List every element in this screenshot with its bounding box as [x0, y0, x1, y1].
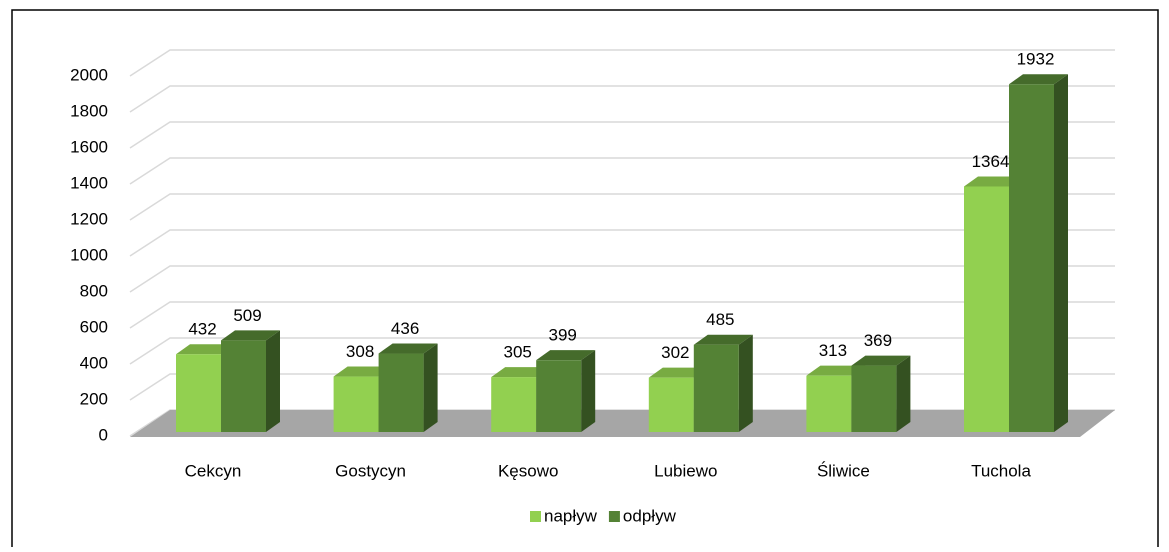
- bar-front: [176, 354, 221, 432]
- y-tick-label: 400: [80, 353, 108, 372]
- value-label: 1364: [972, 152, 1010, 171]
- bar: [536, 350, 596, 432]
- grid-line: [129, 157, 1115, 185]
- y-tick-label: 600: [80, 317, 108, 336]
- bar-top: [1009, 74, 1068, 85]
- bar-front: [1009, 84, 1054, 433]
- value-label: 305: [504, 343, 532, 362]
- bar-front: [806, 375, 852, 432]
- bar: [851, 355, 911, 432]
- x-tick-label: Śliwice: [817, 461, 870, 480]
- bar-side: [896, 355, 911, 432]
- bar-top: [964, 176, 1023, 187]
- grid-line: [129, 373, 1115, 401]
- bar-top: [333, 366, 393, 377]
- value-label: 369: [864, 331, 892, 350]
- bar: [693, 334, 753, 432]
- bar: [1009, 74, 1068, 433]
- value-label: 432: [188, 320, 216, 339]
- value-label: 313: [819, 341, 847, 360]
- value-label: 308: [346, 342, 374, 361]
- legend-swatch: [608, 511, 620, 522]
- bar-front: [333, 376, 379, 432]
- bar-top: [176, 344, 235, 355]
- bar-top: [693, 334, 753, 345]
- bar-front: [536, 360, 582, 432]
- y-tick-label: 1200: [70, 209, 108, 228]
- value-label: 485: [706, 310, 734, 329]
- bar-top: [536, 350, 596, 361]
- legend-label: napływ: [544, 506, 598, 525]
- value-label: 509: [233, 306, 261, 325]
- bar-front: [693, 344, 739, 432]
- bar: [221, 330, 280, 432]
- bar-top: [491, 367, 551, 378]
- grid-line: [129, 265, 1115, 293]
- bar-top: [806, 365, 866, 376]
- x-tick-label: Lubiewo: [654, 461, 717, 480]
- bar-front: [491, 377, 537, 432]
- legend-label: odpływ: [623, 506, 677, 525]
- bar-side: [1054, 74, 1068, 433]
- bar-side: [423, 343, 438, 432]
- grid-line: [129, 229, 1115, 257]
- bar-top: [378, 343, 438, 354]
- bar-top: [851, 355, 911, 366]
- y-tick-label: 800: [80, 281, 108, 300]
- bar-front: [378, 353, 424, 432]
- grid-line: [129, 121, 1115, 149]
- bar-front: [221, 340, 266, 432]
- x-tick-label: Cekcyn: [185, 461, 242, 480]
- grid-line: [129, 193, 1115, 221]
- y-tick-label: 1800: [70, 101, 108, 120]
- bar-side: [738, 334, 753, 432]
- x-tick-label: Tuchola: [971, 461, 1031, 480]
- legend-swatch: [530, 511, 541, 522]
- grid-line: [129, 85, 1115, 113]
- y-tick-label: 0: [99, 425, 108, 444]
- bar-front: [964, 186, 1009, 432]
- grid-line: [129, 49, 1115, 77]
- y-tick-label: 1400: [70, 173, 108, 192]
- bar: [378, 343, 438, 432]
- x-tick-label: Kęsowo: [498, 461, 558, 480]
- x-tick-label: Gostycyn: [335, 461, 406, 480]
- bar-top: [221, 330, 280, 341]
- y-tick-label: 200: [80, 389, 108, 408]
- y-tick-label: 2000: [70, 65, 108, 84]
- value-label: 399: [549, 326, 577, 345]
- bar-side: [266, 330, 280, 432]
- y-tick-label: 1600: [70, 137, 108, 156]
- y-tick-label: 1000: [70, 245, 108, 264]
- grid-line: [129, 301, 1115, 329]
- bar-front: [648, 377, 694, 432]
- value-label: 302: [661, 343, 689, 362]
- bar-top: [648, 367, 708, 378]
- bar-front: [851, 365, 897, 432]
- value-label: 1932: [1017, 50, 1055, 69]
- grid-line: [129, 337, 1115, 365]
- bar-side: [581, 350, 596, 432]
- value-label: 436: [391, 319, 419, 338]
